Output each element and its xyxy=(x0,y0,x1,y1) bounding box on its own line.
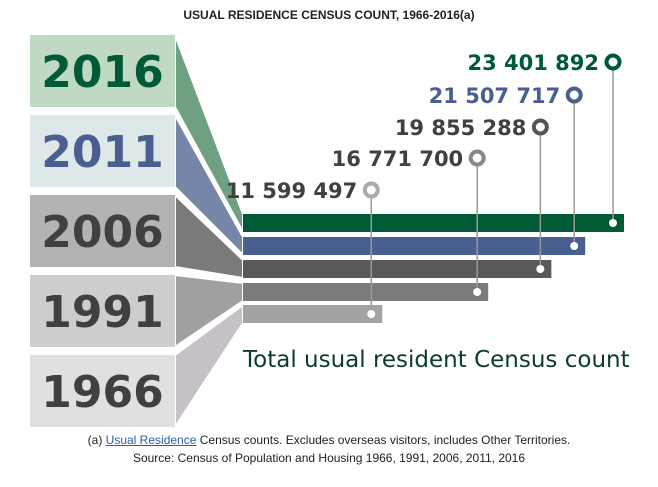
bar-dot-2016 xyxy=(609,219,617,227)
value-label-2011: 21 507 717 xyxy=(429,84,561,108)
year-label-2006: 2006 xyxy=(41,207,163,258)
usual-residence-link[interactable]: Usual Residence xyxy=(105,433,197,447)
year-box-2011 xyxy=(30,115,175,187)
bar-dot-1966 xyxy=(367,310,376,318)
year-label-1966: 1966 xyxy=(41,367,163,418)
marker-ring-1991 xyxy=(468,149,486,167)
bar-dot-2006 xyxy=(536,265,545,273)
bar-dot-2011 xyxy=(570,242,579,250)
value-label-2006: 19 855 288 xyxy=(395,116,527,140)
bar-1966 xyxy=(243,305,383,323)
year-box-2016 xyxy=(30,35,175,107)
bar-1991 xyxy=(243,283,489,301)
bar-2006 xyxy=(243,260,552,278)
year-label-2011: 2011 xyxy=(41,127,163,178)
value-label-2016: 23 401 892 xyxy=(467,51,599,75)
bar-2011 xyxy=(243,237,586,255)
marker-ring-2016 xyxy=(604,53,622,71)
value-label-1991: 16 771 700 xyxy=(332,147,464,171)
bar-2016 xyxy=(243,214,624,232)
chart-title: USUAL RESIDENCE CENSUS COUNT, 1966-2016(… xyxy=(183,8,475,22)
year-label-1991: 1991 xyxy=(41,287,163,338)
marker-ring-2011 xyxy=(565,86,583,104)
marker-ring-1966 xyxy=(362,181,380,199)
year-box-2006 xyxy=(30,195,175,267)
year-box-1991 xyxy=(30,275,175,347)
value-label-1966: 11 599 497 xyxy=(226,179,358,203)
year-box-1966 xyxy=(30,355,175,427)
footnote: (a) Usual Residence Census counts. Exclu… xyxy=(87,433,571,447)
source-note: Source: Census of Population and Housing… xyxy=(132,451,526,465)
annotation-text: Total usual resident Census count xyxy=(242,347,630,373)
marker-ring-2006 xyxy=(531,118,549,136)
year-label-2016: 2016 xyxy=(41,47,163,98)
bar-dot-1991 xyxy=(473,288,482,296)
